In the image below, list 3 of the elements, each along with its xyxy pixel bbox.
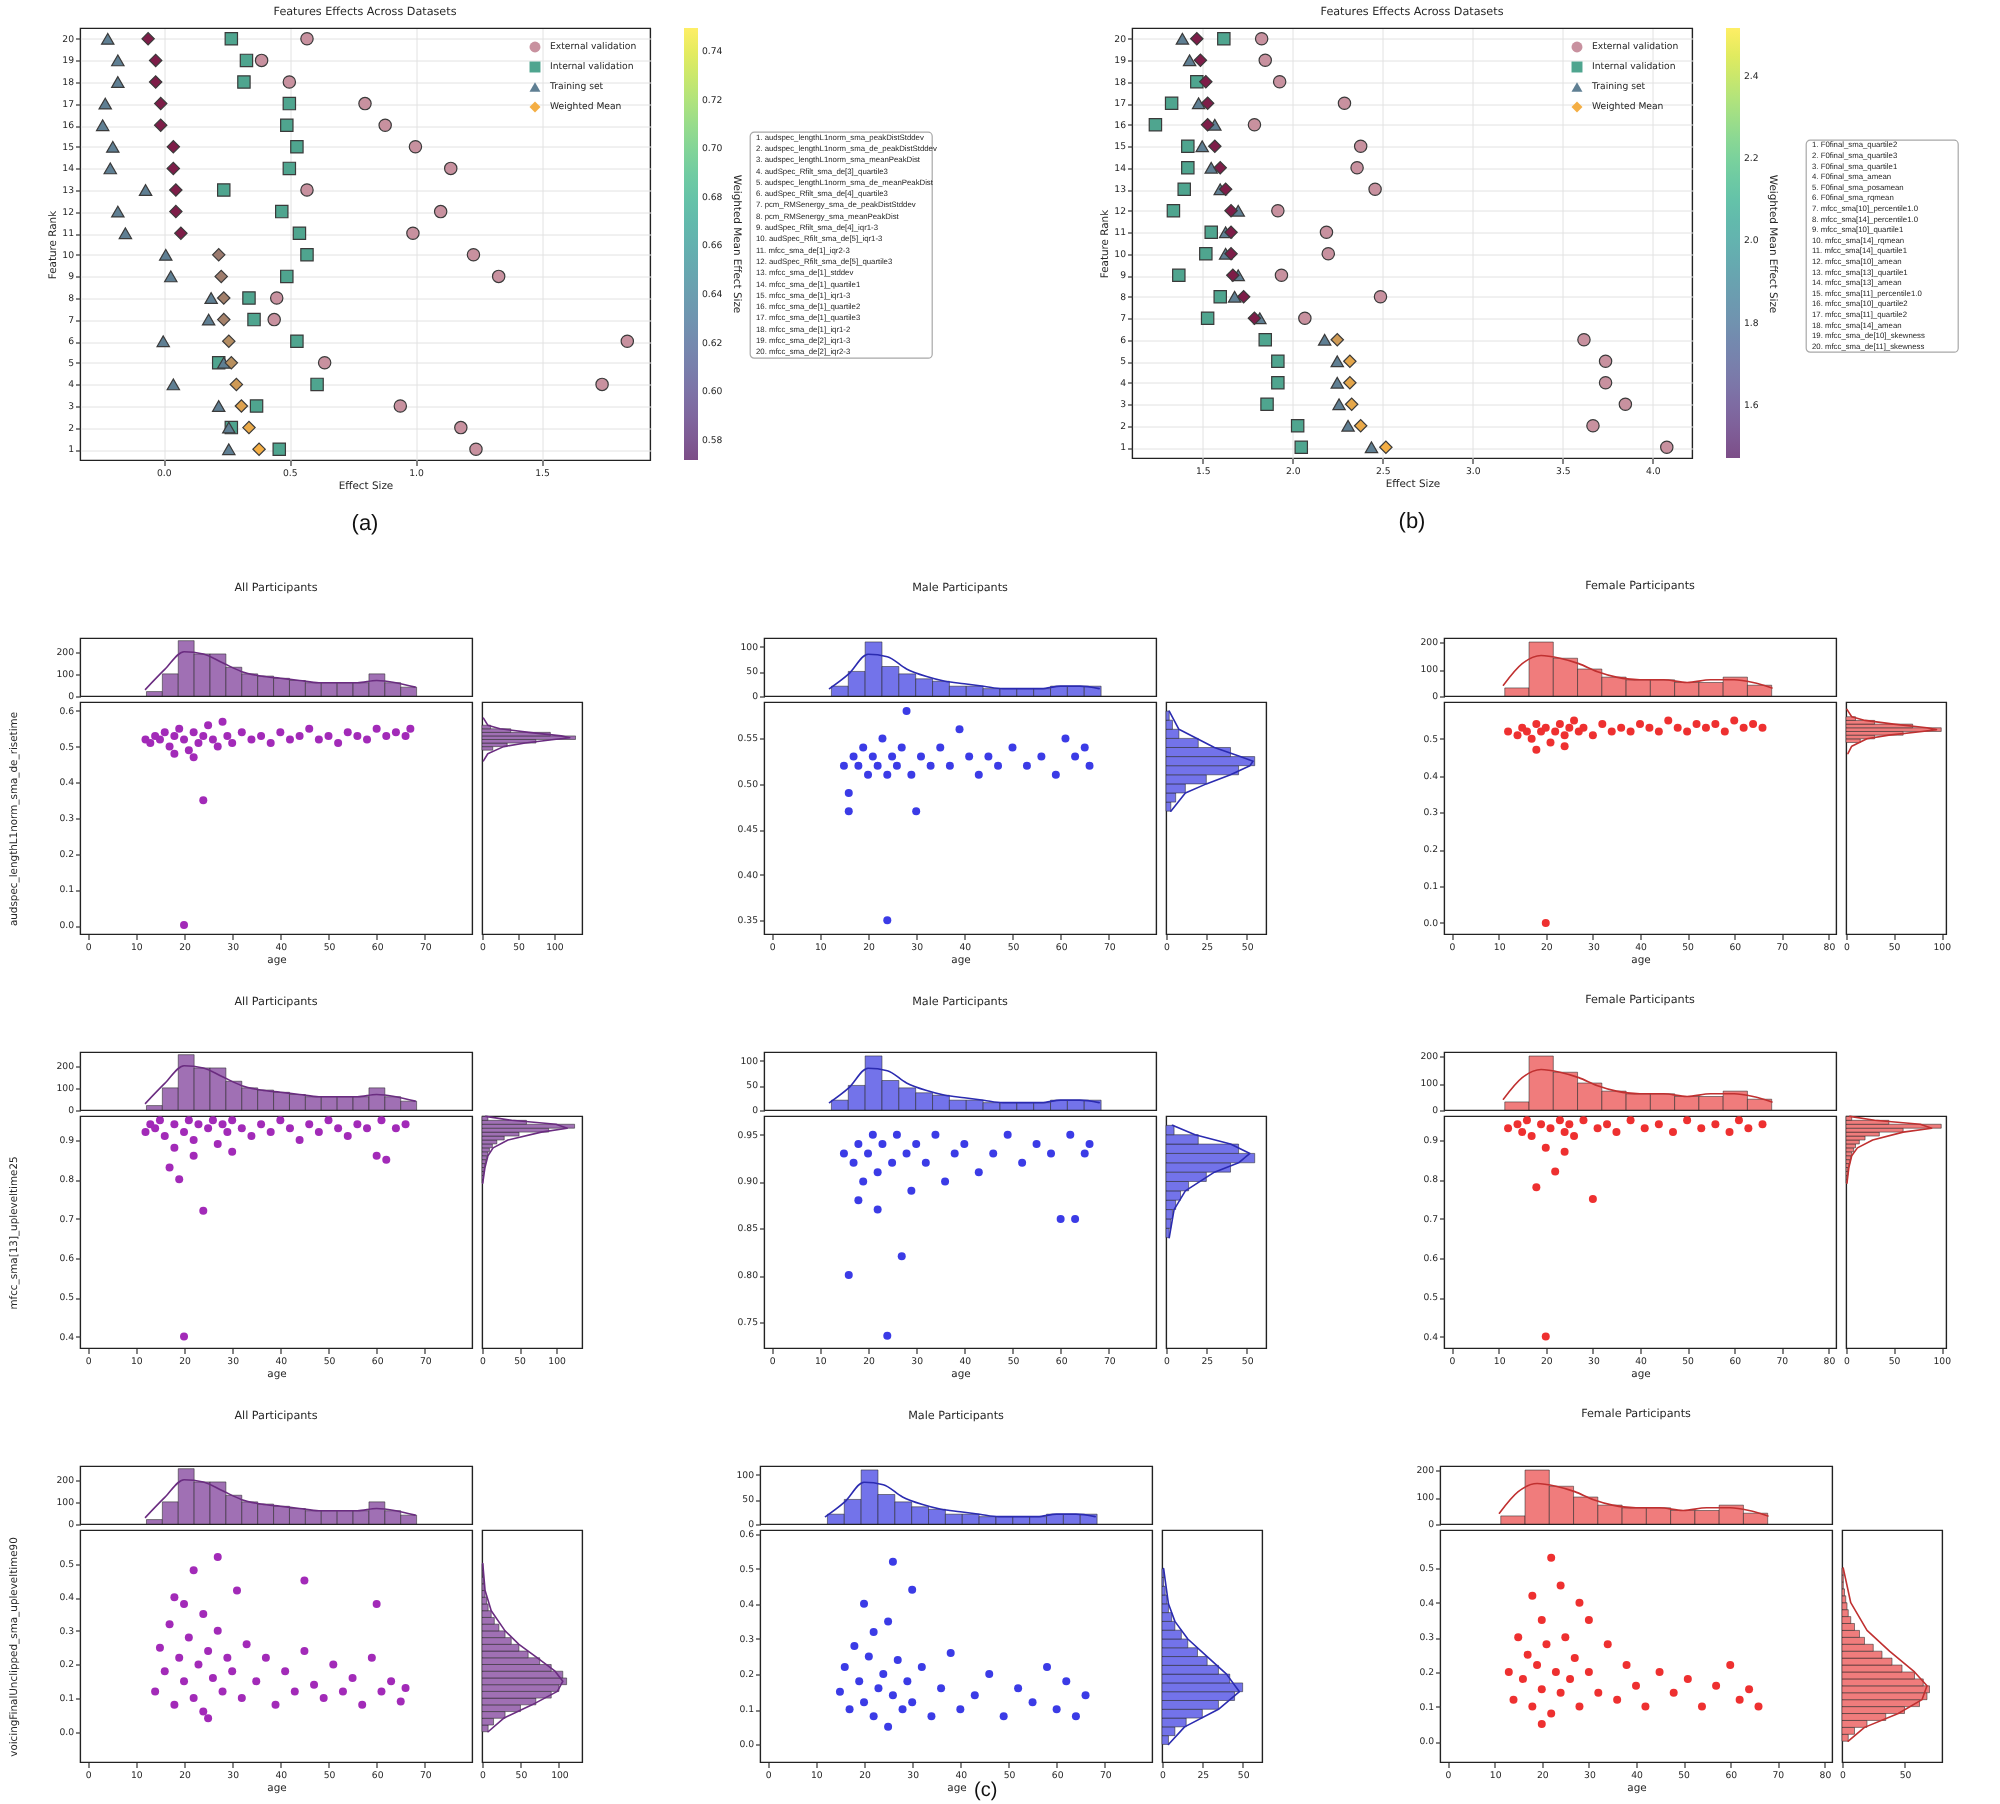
text: (b) xyxy=(1398,510,1426,534)
text: (c) xyxy=(974,1780,998,1802)
text: (a) xyxy=(351,512,379,536)
